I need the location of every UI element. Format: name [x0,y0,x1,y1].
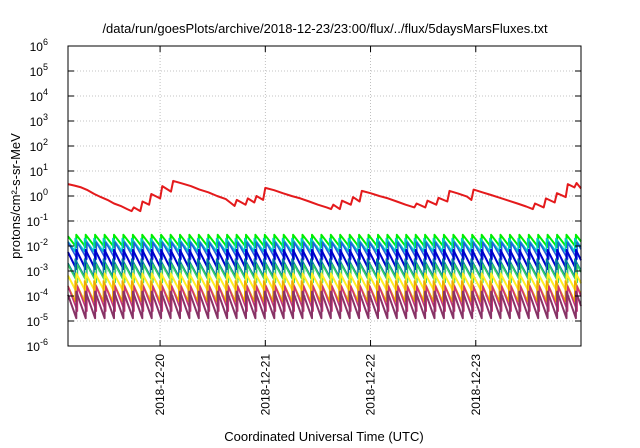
y-tick-label: 105 [30,62,48,79]
y-tick-label: 102 [30,137,48,154]
y-axis-label: protons/cm²-s-sr-MeV [8,133,23,259]
y-tick-label: 101 [30,162,48,179]
series-line-1 [67,179,582,213]
y-tick-label: 104 [30,87,48,104]
y-tick-label: 103 [30,112,48,129]
y-tick-label: 10-3 [27,262,48,279]
x-tick-label: 2018-12-20 [153,354,167,416]
x-tick-label: 2018-12-21 [258,354,272,416]
chart-title: /data/run/goesPlots/archive/2018-12-23/2… [102,21,548,36]
y-tick-label: 10-6 [27,337,48,354]
y-tick-label: 10-1 [27,212,48,229]
x-axis-ticks: 2018-12-20 2018-12-21 2018-12-22 2018-12-23 [153,46,483,415]
y-axis-ticks: 10-6 10-5 10-4 10-3 10-2 10-1 100 101 102 103 104 1… [27,37,581,354]
series-line-3 [67,237,582,253]
y-tick-label: 10-5 [27,312,48,329]
x-axis-label: Coordinated Universal Time (UTC) [224,429,423,444]
x-tick-label: 2018-12-22 [364,354,378,416]
y-tick-label: 106 [30,37,48,54]
y-tick-label: 100 [30,187,48,204]
x-tick-label: 2018-12-23 [469,354,483,416]
y-tick-label: 10-4 [27,287,48,304]
series-line-11 [67,290,582,320]
series-group [67,179,582,320]
y-tick-label: 10-2 [27,237,48,254]
